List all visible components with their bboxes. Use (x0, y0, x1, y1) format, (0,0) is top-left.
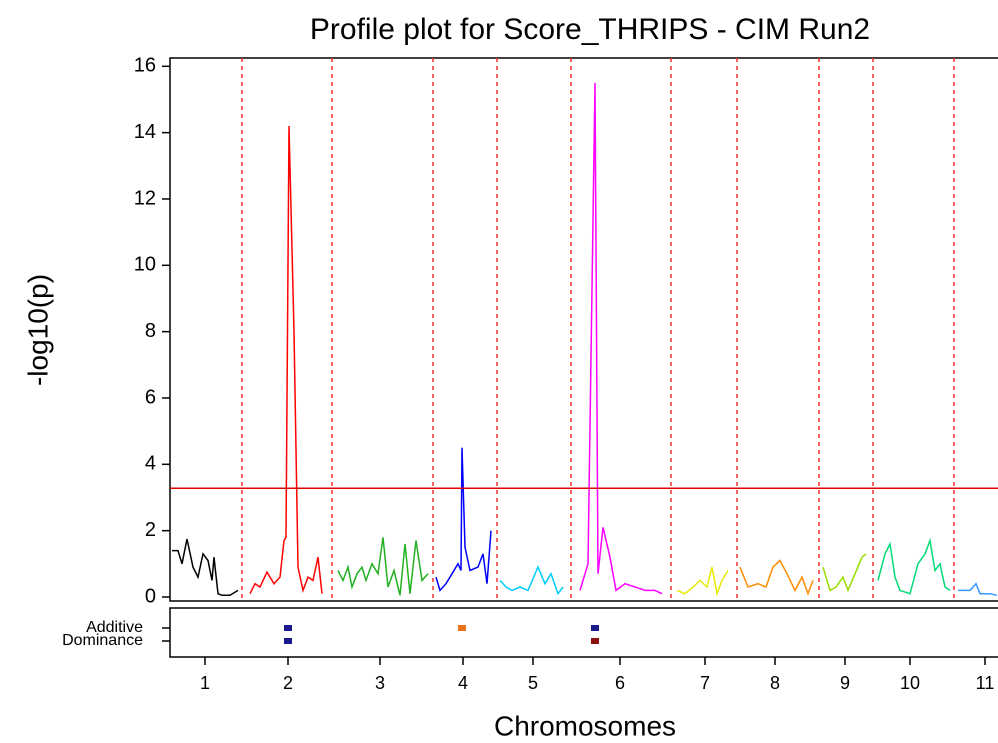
effects-frame (169, 607, 998, 658)
x-tick-label: 11 (976, 673, 995, 693)
y-tick-label: 8 (145, 320, 156, 342)
x-axis-label: Chromosomes (494, 710, 676, 741)
profile-line (337, 537, 429, 596)
y-tick-label: 10 (134, 254, 156, 276)
profile-line (249, 125, 323, 595)
effect-marker (284, 638, 292, 644)
y-axis-label: -log10(p) (22, 274, 53, 386)
x-tick-label: 3 (375, 673, 385, 693)
effect-track-label: Additive (86, 619, 143, 636)
x-tick-label: 1 (200, 673, 210, 693)
profile-line (579, 82, 663, 595)
chart-title: Profile plot for Score_THRIPS - CIM Run2 (310, 13, 870, 46)
profile-line (499, 565, 564, 596)
x-tick-label: 7 (700, 673, 710, 693)
y-tick-label: 14 (134, 121, 156, 143)
profile-line (435, 447, 492, 592)
profile-line (822, 553, 867, 593)
effect-marker (284, 625, 292, 631)
y-tick-label: 12 (134, 187, 156, 209)
x-tick-label: 2 (283, 673, 293, 693)
effect-marker (591, 638, 599, 644)
effect-marker (591, 625, 599, 631)
y-tick-label: 2 (145, 519, 156, 541)
x-tick-label: 10 (900, 673, 920, 693)
x-tick-label: 8 (770, 673, 780, 693)
effect-track-label: Dominance (62, 632, 143, 649)
profile-line (676, 566, 729, 597)
x-tick-label: 4 (458, 673, 468, 693)
x-tick-label: 9 (840, 673, 850, 693)
profile-line (172, 538, 239, 597)
profile-line (958, 582, 998, 597)
y-tick-label: 16 (134, 55, 156, 77)
y-tick-label: 0 (145, 585, 156, 607)
y-tick-label: 4 (145, 453, 156, 475)
x-tick-label: 6 (615, 673, 625, 693)
effect-marker (458, 625, 466, 631)
x-tick-label: 5 (528, 673, 538, 693)
profile-line (877, 537, 951, 595)
y-tick-label: 6 (145, 386, 156, 408)
profile-line (739, 559, 814, 596)
plot-frame (169, 57, 998, 602)
